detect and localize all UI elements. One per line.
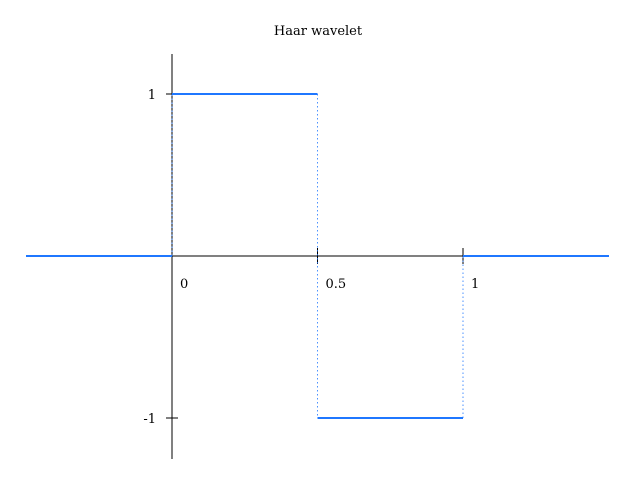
y-tick-label: 1 [148,88,156,103]
x-tick-label: 0 [180,277,188,292]
chart-title: Haar wavelet [274,24,363,39]
x-tick-label: 1 [471,277,479,292]
plot-area [26,93,609,419]
x-tick-label: 0.5 [326,277,347,292]
y-tick-label: -1 [143,412,156,427]
